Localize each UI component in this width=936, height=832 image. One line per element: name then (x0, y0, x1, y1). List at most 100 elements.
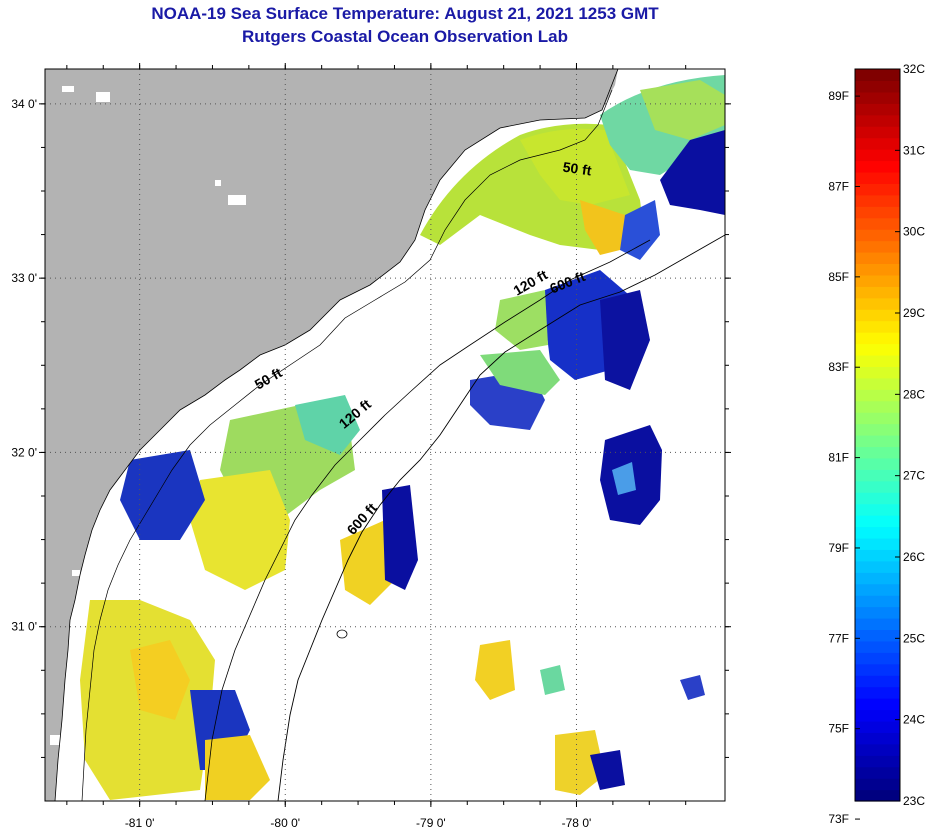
colorbar-band (855, 778, 900, 791)
colorbar-band (855, 366, 900, 379)
lat-lon-grid (45, 69, 725, 801)
colorbar-band (855, 560, 900, 573)
map-frame (44, 68, 726, 802)
fahrenheit-label: 83F (828, 360, 849, 374)
colorbar-band (855, 274, 900, 287)
colorbar-band (855, 549, 900, 562)
colorbar-band (855, 698, 900, 711)
colorbar-band (855, 309, 900, 322)
contour-label: 50 ft (562, 159, 593, 179)
colorbar-band (855, 343, 900, 356)
colorbar-band (855, 423, 900, 436)
colorbar-band (855, 606, 900, 619)
colorbar-band (855, 252, 900, 265)
celsius-label: 30C (903, 225, 925, 239)
colorbar-band (855, 732, 900, 745)
colorbar-band (855, 400, 900, 413)
colorbar-band (855, 789, 900, 802)
celsius-labels: 32C 31C 30C 29C 28C 27C 26C 25C 24C 23C (895, 62, 925, 808)
lon-label: -79 0' (416, 816, 446, 830)
colorbar-band (855, 126, 900, 139)
celsius-label: 26C (903, 550, 925, 564)
colorbar-band (855, 686, 900, 699)
isobath-120ft (204, 239, 651, 801)
colorbar-band (855, 183, 900, 196)
colorbar-band (855, 263, 900, 276)
colorbar-band (855, 469, 900, 482)
colorbar-band (855, 320, 900, 333)
colorbar-band (855, 240, 900, 253)
celsius-label: 31C (903, 143, 925, 157)
colorbar-band (855, 229, 900, 242)
colorbar-band (855, 91, 900, 104)
colorbar-band (855, 743, 900, 756)
lat-label: 34 0' (11, 97, 37, 111)
celsius-label: 24C (903, 713, 925, 727)
colorbar-band (855, 709, 900, 722)
lon-label: -78 0' (562, 816, 592, 830)
coastline (54, 69, 619, 801)
land-cloud-specks (50, 86, 246, 745)
lat-label: 33 0' (11, 271, 37, 285)
colorbar-band (855, 675, 900, 688)
colorbar-band (855, 515, 900, 528)
isobath-50ft (81, 89, 613, 801)
colorbar-band (855, 332, 900, 345)
fahrenheit-label: 79F (828, 541, 849, 555)
celsius-label: 29C (903, 306, 925, 320)
colorbar-band (855, 766, 900, 779)
colorbar-band (855, 435, 900, 448)
fahrenheit-label: 73F (828, 812, 849, 826)
celsius-label: 32C (903, 62, 925, 76)
colorbar-band (855, 537, 900, 550)
colorbar-band (855, 755, 900, 768)
colorbar-band (855, 217, 900, 230)
lat-label: 31 0' (11, 620, 37, 634)
colorbar-band (855, 171, 900, 184)
colorbar-band (855, 149, 900, 162)
map-subtitle: Rutgers Coastal Ocean Observation Lab (242, 27, 568, 46)
lat-label: 32 0' (11, 445, 37, 459)
colorbar-band (855, 103, 900, 116)
lon-label: -81 0' (125, 816, 155, 830)
fahrenheit-label: 89F (828, 89, 849, 103)
colorbar-frame (854, 68, 901, 802)
colorbar-band (855, 652, 900, 665)
colorbar-band (855, 69, 900, 82)
colorbar-band (855, 572, 900, 585)
colorbar-band (855, 720, 900, 733)
celsius-label: 25C (903, 631, 925, 645)
axis-ticks (39, 63, 731, 807)
colorbar-bands (855, 69, 900, 802)
colorbar-band (855, 663, 900, 676)
celsius-label: 23C (903, 794, 925, 808)
fahrenheit-label: 77F (828, 631, 849, 645)
fahrenheit-label: 81F (828, 451, 849, 465)
colorbar-band (855, 446, 900, 459)
colorbar-band (855, 194, 900, 207)
fahrenheit-label: 75F (828, 722, 849, 736)
colorbar-band (855, 354, 900, 367)
colorbar-band (855, 595, 900, 608)
colorbar-band (855, 526, 900, 539)
colorbar-band (855, 297, 900, 310)
sst-field (70, 75, 725, 800)
lon-label: -80 0' (270, 816, 300, 830)
fahrenheit-label: 87F (828, 179, 849, 193)
colorbar-band (855, 377, 900, 390)
longitude-labels: -81 0' -80 0' -79 0' -78 0' (125, 816, 591, 830)
colorbar-band (855, 80, 900, 93)
fahrenheit-label: 85F (828, 270, 849, 284)
colorbar-band (855, 583, 900, 596)
colorbar-band (855, 160, 900, 173)
colorbar-band (855, 503, 900, 516)
colorbar-band (855, 640, 900, 653)
colorbar-band (855, 629, 900, 642)
colorbar-band (855, 206, 900, 219)
colorbar-band (855, 286, 900, 299)
land-mass (45, 69, 618, 801)
colorbar-band (855, 492, 900, 505)
colorbar-band (855, 114, 900, 127)
